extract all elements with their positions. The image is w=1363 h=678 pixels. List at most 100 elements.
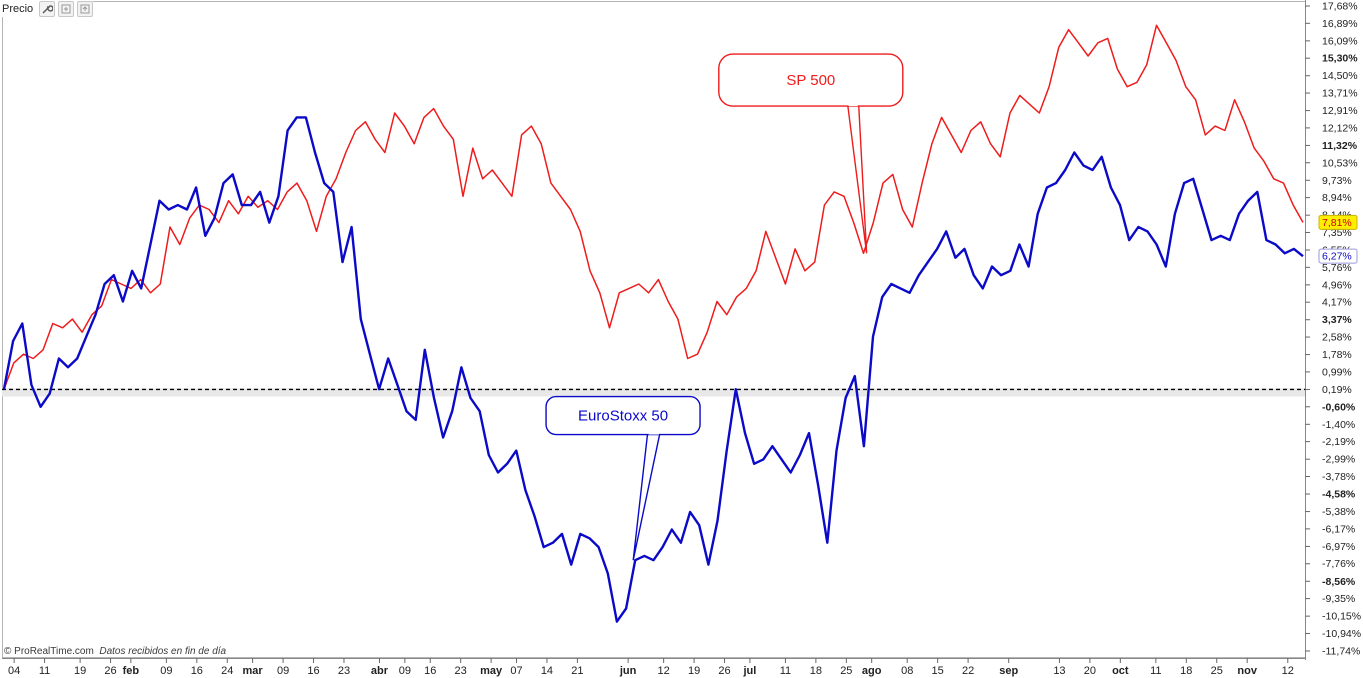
brand-credit[interactable]: © ProRealTime.com (4, 646, 94, 657)
sp500-callout-label: SP 500 (786, 72, 835, 89)
x-tick-label: 24 (221, 665, 233, 677)
x-tick-label: 12 (658, 665, 670, 677)
y-tick-label: 13,71% (1322, 88, 1358, 100)
y-tick-label: 12,91% (1322, 105, 1358, 117)
x-axis: 04 11 19 26 feb 09 16 24 mar 09 16 23 abr 09 16 23 may 07… (8, 658, 1294, 677)
y-tick-label: 16,09% (1322, 35, 1358, 47)
x-tick-label: 25 (840, 665, 852, 677)
y-tick-label: 0,19% (1322, 384, 1352, 396)
y-tick-label: 3,37% (1322, 314, 1352, 326)
callout-joint (648, 430, 660, 435)
x-tick-label: nov (1237, 665, 1257, 677)
x-tick-label: 16 (424, 665, 436, 677)
sp500-last-value-tag (1318, 214, 1358, 230)
sp500-callout-box (718, 53, 904, 107)
last-value-tags: 7,81% 6,27% (1318, 214, 1358, 264)
x-tick-label: 23 (455, 665, 467, 677)
eurostoxx-last-value: 6,27% (1322, 251, 1352, 263)
y-tick-label: -6,97% (1322, 541, 1355, 553)
x-tick-label: oct (1112, 665, 1129, 677)
sp500-last-value: 7,81% (1322, 217, 1352, 229)
x-tick-label: may (480, 665, 503, 677)
y-tick-label: -2,99% (1322, 454, 1355, 466)
x-tick-label: 21 (571, 665, 583, 677)
baseline-shade (2, 388, 1305, 397)
x-tick-label: 07 (510, 665, 522, 677)
y-tick-label: -6,17% (1322, 523, 1355, 535)
x-tick-label: 20 (1084, 665, 1096, 677)
series-group (2, 24, 1304, 623)
x-tick-label: 15 (932, 665, 944, 677)
x-tick-label: 25 (1211, 665, 1223, 677)
y-tick-label: 15,30% (1322, 53, 1358, 65)
data-source-footer: © ProRealTime.com Datos recibidos en fin… (4, 646, 226, 657)
sp500-line (3, 24, 1304, 390)
zero-baseline-group (2, 388, 1305, 397)
y-tick-label: -7,76% (1322, 558, 1355, 570)
x-tick-label: 19 (688, 665, 700, 677)
x-tick-label: 09 (160, 665, 172, 677)
eurostoxx-callout-label: EuroStoxx 50 (578, 408, 668, 425)
x-tick-label: 13 (1053, 665, 1065, 677)
y-tick-label: -10,94% (1322, 628, 1361, 640)
y-axis: 17,68% 16,89% 16,09% 15,30% 14,50% 13,71% 12,9… (1305, 1, 1361, 658)
y-tick-label: -1,40% (1322, 419, 1355, 431)
y-tick-label: -2,19% (1322, 436, 1355, 448)
x-tick-label: 16 (191, 665, 203, 677)
x-tick-label: 12 (1282, 665, 1294, 677)
y-tick-label: 8,94% (1322, 192, 1352, 204)
x-tick-label: 23 (338, 665, 350, 677)
x-tick-label: feb (123, 665, 140, 677)
x-tick-label: 26 (104, 665, 116, 677)
y-tick-label: 11,32% (1322, 140, 1358, 152)
wrench-icon[interactable] (39, 1, 56, 17)
y-tick-label: 14,50% (1322, 70, 1358, 82)
x-tick-label: 11 (780, 665, 791, 677)
x-tick-label: 22 (962, 665, 974, 677)
eurostoxx-last-value-tag (1318, 248, 1358, 264)
x-tick-label: 11 (39, 665, 50, 677)
y-tick-label: -11,74% (1322, 646, 1360, 658)
y-tick-label: -10,15% (1322, 611, 1361, 623)
x-tick-label: sep (999, 665, 1018, 677)
x-tick-label: 04 (8, 665, 20, 677)
y-tick-label: 4,17% (1322, 297, 1352, 309)
y-tick-label: 10,53% (1322, 157, 1358, 169)
x-tick-label: jun (619, 665, 637, 677)
y-tick-label: -9,35% (1322, 593, 1355, 605)
x-tick-label: abr (371, 665, 389, 677)
x-tick-label: 14 (541, 665, 553, 677)
x-tick-label: 18 (1180, 665, 1192, 677)
y-tick-label: -4,58% (1322, 489, 1356, 501)
y-tick-label: 7,35% (1322, 227, 1352, 239)
x-tick-label: 18 (810, 665, 822, 677)
y-tick-label: -8,56% (1322, 576, 1356, 588)
x-tick-label: 26 (718, 665, 730, 677)
x-tick-label: 16 (307, 665, 319, 677)
x-tick-label: ago (862, 665, 882, 677)
y-tick-label: 12,12% (1322, 122, 1358, 134)
x-tick-label: 19 (74, 665, 86, 677)
callout-group: SP 500 EuroStoxx 50 (545, 53, 904, 561)
callout-joint (848, 102, 858, 107)
add-panel-icon[interactable] (58, 1, 75, 17)
y-tick-label: 9,73% (1322, 175, 1352, 187)
x-tick-label: 08 (901, 665, 913, 677)
x-tick-label: mar (243, 665, 264, 677)
y-tick-label: 17,68% (1322, 1, 1358, 13)
x-tick-label: 09 (277, 665, 289, 677)
x-tick-label: jul (742, 665, 756, 677)
data-note: Datos recibidos en fin de día (99, 646, 227, 657)
y-tick-label: 1,78% (1322, 349, 1352, 361)
y-tick-label: -5,38% (1322, 506, 1355, 518)
export-icon[interactable] (77, 1, 94, 17)
eurostoxx-callout-box (545, 395, 701, 436)
y-tick-label: 0,99% (1322, 366, 1352, 378)
x-tick-label: 09 (399, 665, 411, 677)
y-tick-label: 16,89% (1322, 18, 1358, 30)
chart-toolbar: Precio (2, 1, 94, 17)
y-tick-label: -3,78% (1322, 471, 1355, 483)
y-tick-label: -0,60% (1322, 401, 1356, 413)
